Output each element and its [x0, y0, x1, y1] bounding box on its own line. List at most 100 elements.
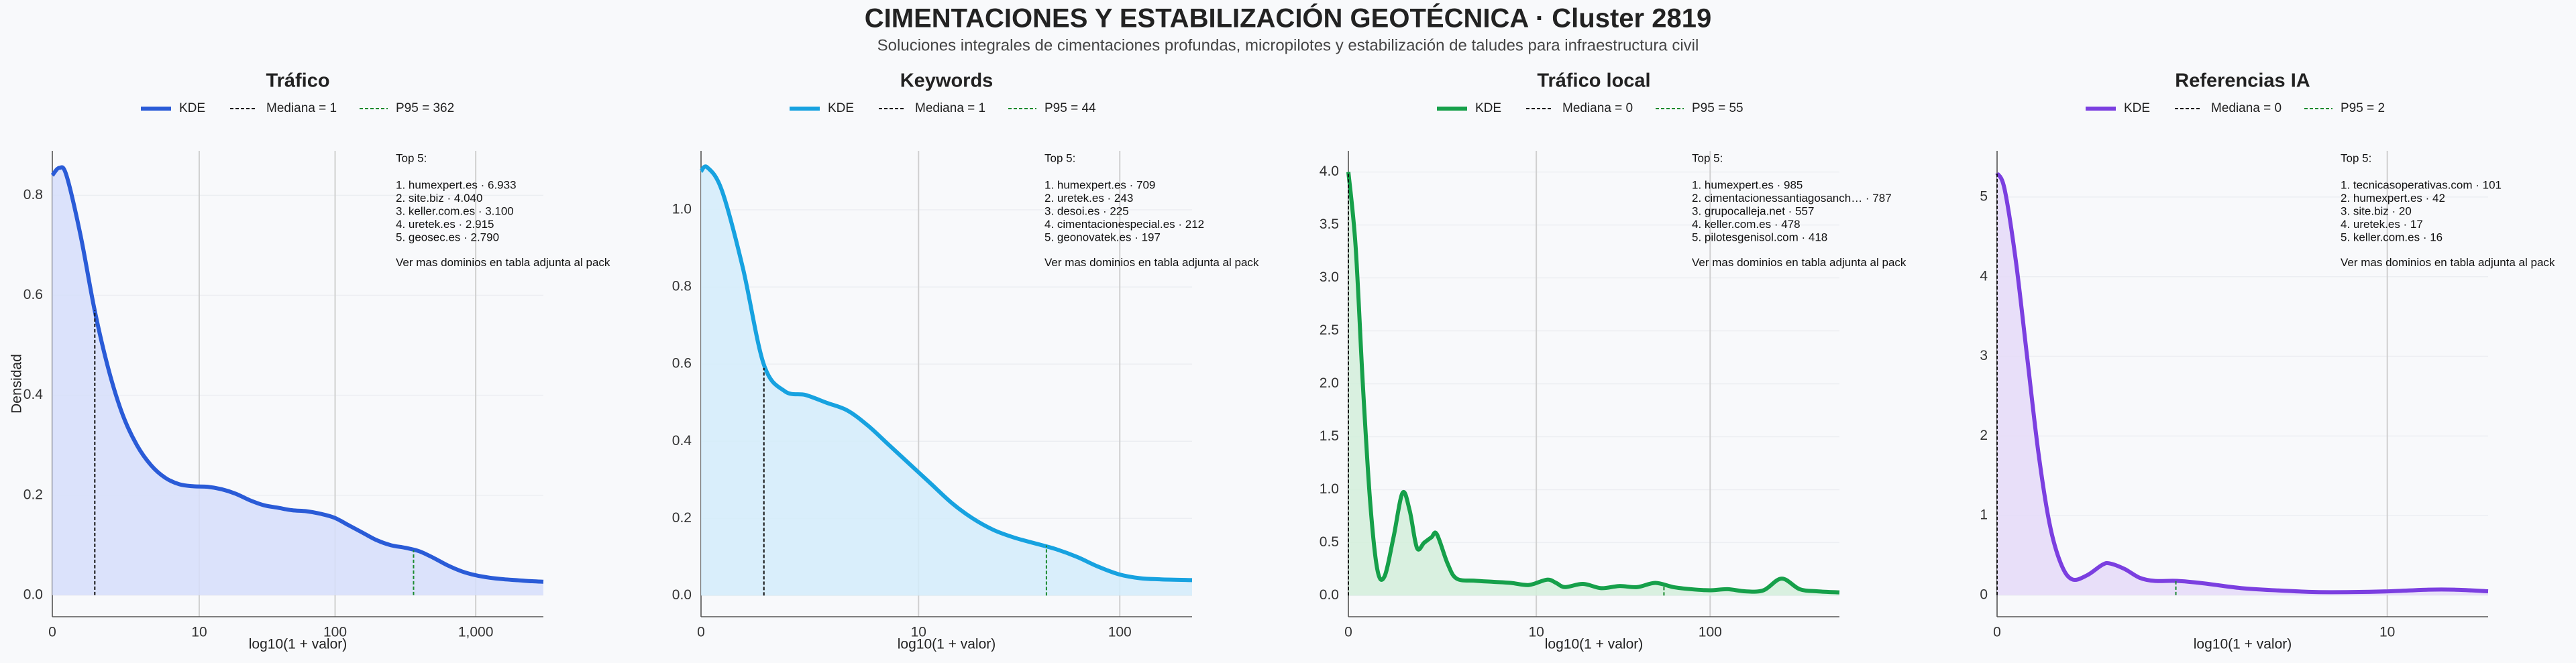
y-tick-label: 4 [1980, 268, 1988, 284]
y-tick-label: 3 [1980, 348, 1988, 363]
legend-label: KDE [828, 101, 854, 115]
annotation-item: 3. site.biz · 20 [2341, 204, 2412, 217]
y-tick-label: 5 [1980, 188, 1988, 204]
annotation-item: 2. uretek.es · 243 [1044, 192, 1133, 204]
panel: 0 1 2 3 4 5 0 10 Referencias IA log10(1 + valor) K… [1980, 70, 2555, 652]
kde-area [1348, 172, 1839, 596]
annotation-footer: Ver mas dominios en tabla adjunta al pac… [396, 256, 610, 269]
annotation-item: 4. keller.com.es · 478 [1692, 218, 1801, 231]
kde-line [1995, 172, 2489, 595]
y-tick-label: 0.4 [23, 387, 44, 402]
panel: 0.0 0.2 0.4 0.6 0.8 0 10 100 1,000 Tráfico log10(1… [9, 70, 610, 652]
x-tick-label: 0 [1993, 625, 2001, 640]
annotation-item: 1. humexpert.es · 709 [1044, 178, 1155, 191]
kde-area [701, 166, 1192, 596]
annotation-item: 5. geosec.es · 2.790 [396, 231, 499, 243]
kde-line [50, 165, 544, 584]
y-tick-label: 4.0 [1320, 164, 1339, 179]
x-tick-label: 10 [191, 625, 207, 640]
y-tick-label: 0.0 [23, 587, 43, 602]
panel-title: Tráfico [266, 70, 329, 92]
x-tick-label: 0 [1344, 625, 1352, 640]
y-tick-label: 0.0 [672, 587, 692, 603]
annotation-item: 2. cimentacionessantiagosanch… · 787 [1692, 192, 1892, 204]
annotation-item: 1. tecnicasoperativas.com · 101 [2341, 178, 2502, 191]
legend-label: Mediana = 0 [1562, 101, 1633, 115]
x-tick-label: 100 [1699, 625, 1722, 640]
annotation-heading: Top 5: [1044, 152, 1075, 164]
annotation-item: 4. cimentacionespecial.es · 212 [1044, 218, 1204, 231]
annotation-item: 2. site.biz · 4.040 [396, 192, 482, 204]
annotation-item: 5. geonovatek.es · 197 [1044, 231, 1161, 243]
annotation-footer: Ver mas dominios en tabla adjunta al pac… [1692, 256, 1907, 269]
y-tick-label: 0.2 [23, 487, 43, 502]
legend-label: P95 = 362 [396, 101, 454, 115]
y-tick-label: 2.5 [1320, 322, 1339, 338]
y-tick-label: 0.0 [1320, 587, 1339, 603]
annotation-item: 1. humexpert.es · 6.933 [396, 178, 517, 191]
y-tick-label: 3.5 [1320, 217, 1339, 232]
legend-label: KDE [1475, 101, 1501, 115]
legend-label: Mediana = 1 [266, 101, 337, 115]
x-tick-label: 100 [1108, 625, 1132, 640]
legend-label: P95 = 55 [1692, 101, 1743, 115]
y-tick-label: 0.6 [23, 287, 43, 302]
annotation-footer: Ver mas dominios en tabla adjunta al pac… [2341, 256, 2555, 269]
annotation-heading: Top 5: [2341, 152, 2371, 164]
panel-title: Referencias IA [2175, 70, 2310, 92]
panel: 0.0 0.5 1.0 1.5 2.0 2.5 3.0 3.5 4.0 0 10 100 Tráfico… [1320, 70, 1907, 652]
x-axis-label: log10(1 + valor) [2194, 637, 2292, 652]
annotation-item: 3. desoi.es · 225 [1044, 204, 1129, 217]
legend-label: Mediana = 0 [2211, 101, 2282, 115]
y-tick-label: 0.4 [672, 433, 692, 448]
y-tick-label: 0 [1980, 587, 1988, 602]
annotation-heading: Top 5: [396, 152, 427, 164]
annotation-item: 5. keller.com.es · 16 [2341, 231, 2443, 243]
annotation-item: 4. uretek.es · 2.915 [396, 218, 494, 231]
y-tick-label: 1 [1980, 507, 1988, 523]
legend-label: P95 = 2 [2341, 101, 2385, 115]
legend-label: P95 = 44 [1044, 101, 1096, 115]
legend-label: KDE [2124, 101, 2150, 115]
annotation-item: 1. humexpert.es · 985 [1692, 178, 1803, 191]
y-tick-label: 1.0 [1320, 481, 1339, 497]
panel: 0.0 0.2 0.4 0.6 0.8 1.0 0 10 100 Keywords log10(1 … [672, 70, 1259, 652]
x-axis-label: log10(1 + valor) [898, 637, 996, 652]
y-tick-label: 2 [1980, 428, 1988, 443]
kde-line [1346, 172, 1840, 595]
annotation-item: 2. humexpert.es · 42 [2341, 192, 2445, 204]
annotation-item: 3. grupocalleja.net · 557 [1692, 204, 1814, 217]
x-tick-label: 0 [48, 625, 56, 640]
annotation-item: 3. keller.com.es · 3.100 [396, 204, 514, 217]
x-tick-label: 10 [1528, 625, 1544, 640]
panel-title: Tráfico local [1537, 70, 1650, 92]
annotation-item: 4. uretek.es · 17 [2341, 218, 2423, 231]
y-axis-label: Densidad [9, 354, 25, 414]
y-tick-label: 0.5 [1320, 534, 1339, 550]
y-tick-label: 0.2 [672, 510, 692, 526]
x-tick-label: 100 [323, 625, 347, 640]
chart-subtitle: Soluciones integrales de cimentaciones p… [877, 36, 1699, 54]
x-tick-label: 1,000 [458, 625, 494, 640]
x-axis-label: log10(1 + valor) [1545, 637, 1644, 652]
y-tick-label: 0.6 [672, 356, 692, 371]
annotation-item: 5. pilotesgenisol.com · 418 [1692, 231, 1827, 243]
x-axis-label: log10(1 + valor) [249, 637, 347, 652]
y-tick-label: 0.8 [23, 187, 43, 202]
x-tick-label: 0 [697, 625, 705, 640]
y-tick-label: 1.0 [672, 202, 692, 217]
legend-label: KDE [179, 101, 205, 115]
panel-title: Keywords [900, 70, 994, 92]
x-tick-label: 10 [911, 625, 926, 640]
legend-label: Mediana = 1 [915, 101, 985, 115]
annotation-footer: Ver mas dominios en tabla adjunta al pac… [1044, 256, 1259, 269]
y-tick-label: 2.0 [1320, 375, 1339, 391]
y-tick-label: 0.8 [672, 279, 692, 294]
y-tick-label: 3.0 [1320, 269, 1339, 285]
kde-area [1997, 173, 2488, 595]
kde-area [52, 167, 543, 595]
annotation-heading: Top 5: [1692, 152, 1723, 164]
x-tick-label: 10 [2379, 625, 2395, 640]
y-tick-label: 1.5 [1320, 428, 1339, 444]
